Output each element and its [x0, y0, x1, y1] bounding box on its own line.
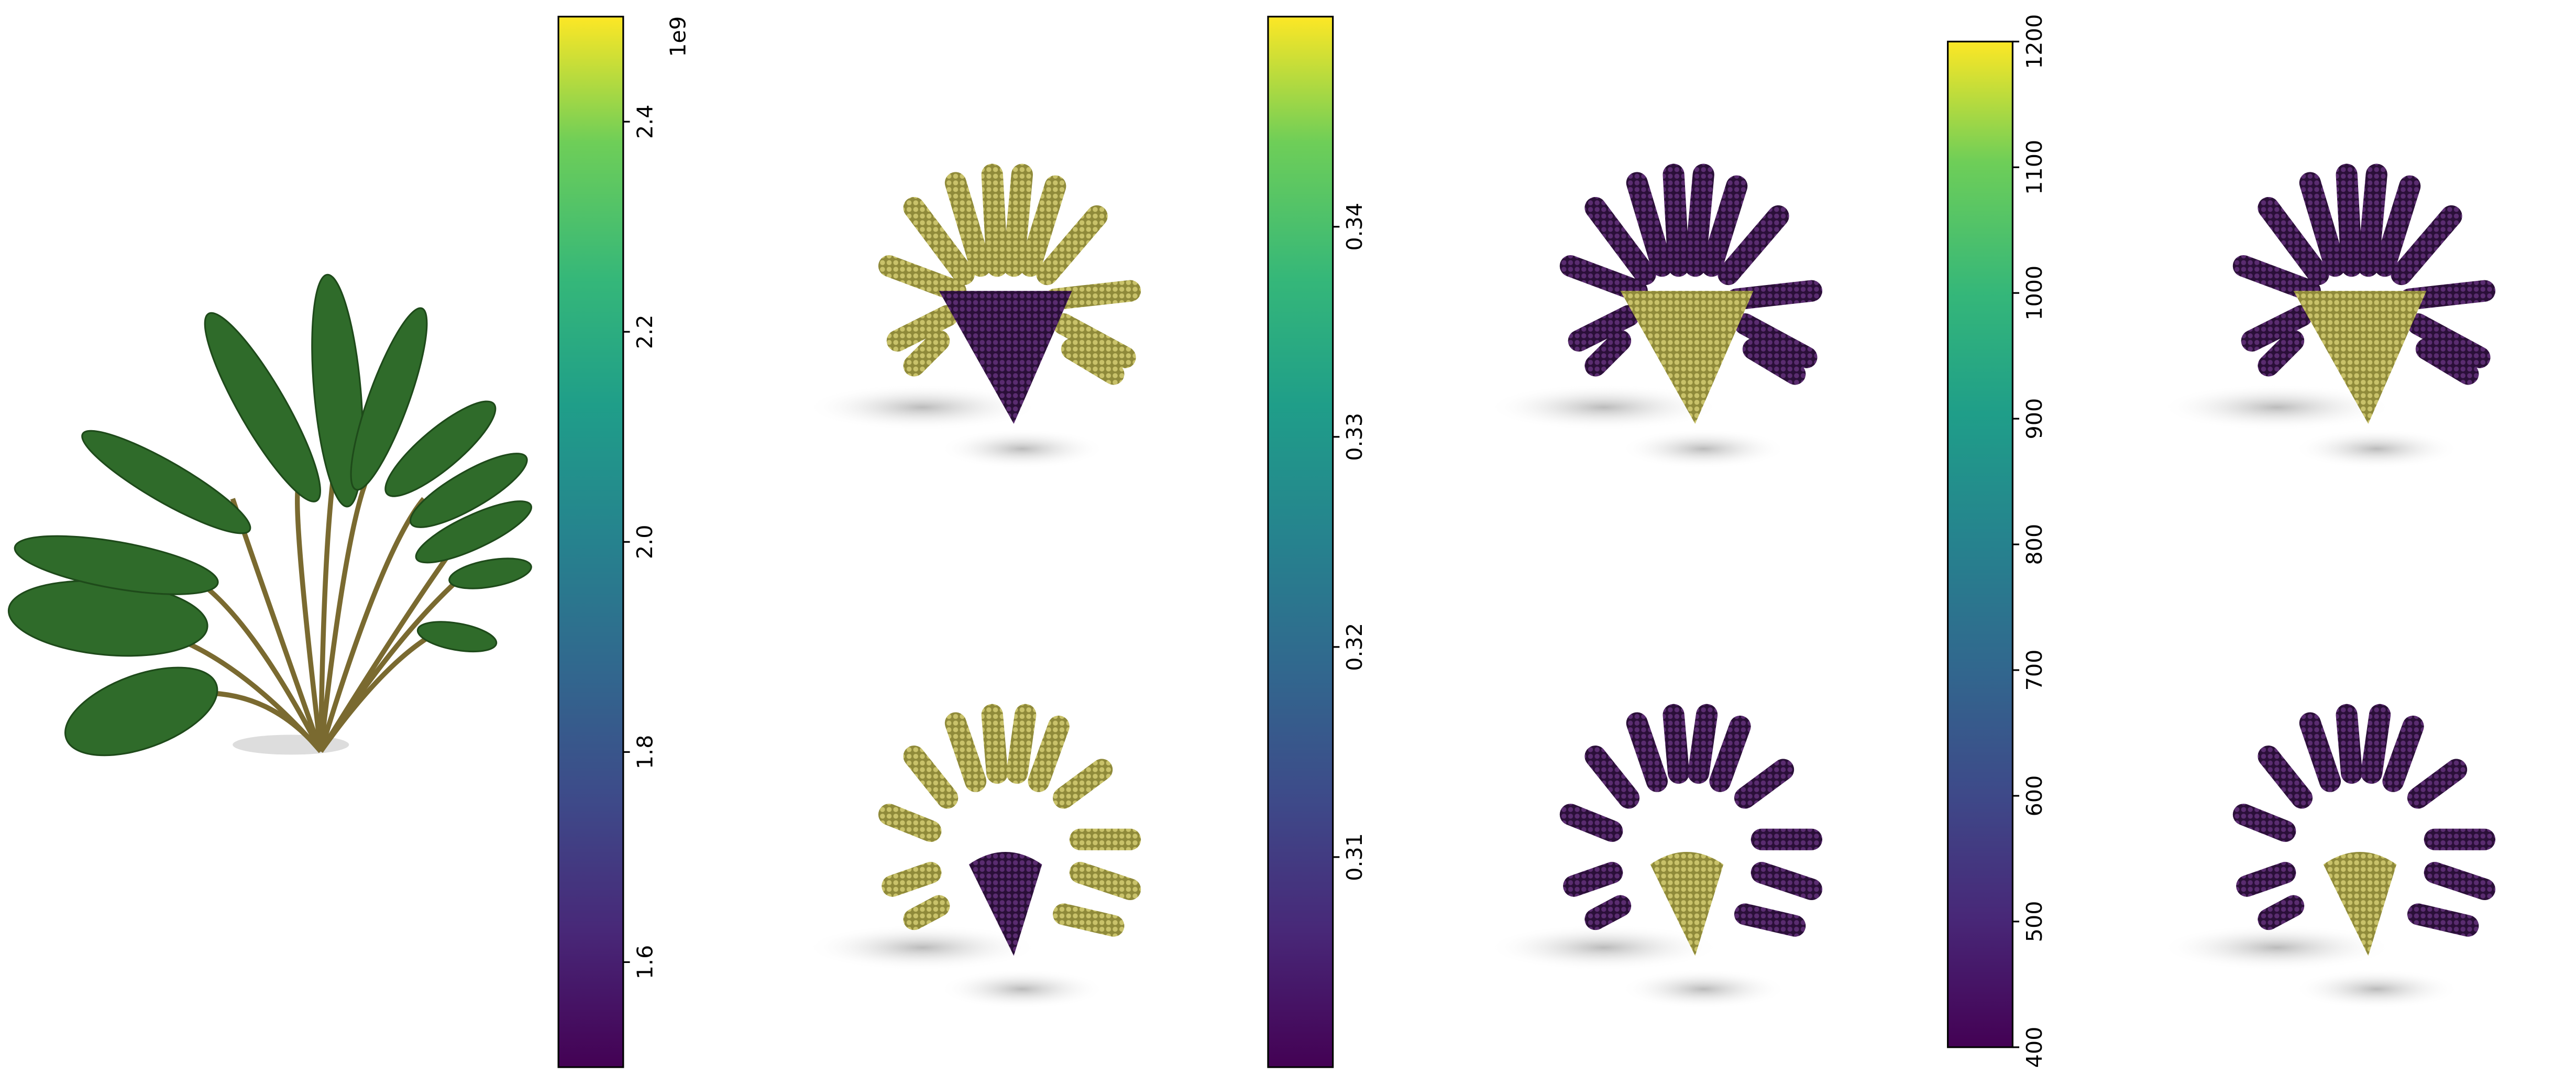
tick-label: 0.32 — [1342, 623, 1367, 671]
tick-label: 1100 — [2022, 140, 2047, 195]
colorbar — [557, 16, 624, 1068]
tick-label: 1.6 — [632, 945, 657, 980]
tick-label: 700 — [2022, 650, 2047, 691]
colorbar — [1267, 16, 1334, 1068]
tick-label: 2.0 — [632, 525, 657, 560]
tick-label: 900 — [2022, 398, 2047, 440]
tick-label: 0.34 — [1342, 203, 1367, 251]
offset-label: 1e9 — [666, 16, 691, 57]
tick-label: 600 — [2022, 775, 2047, 817]
voxel-renderings — [806, 174, 2485, 1009]
plant-photo — [7, 273, 532, 757]
tick-label: 500 — [2022, 901, 2047, 943]
tick-label: 1000 — [2022, 266, 2047, 321]
tick-label: 2.2 — [632, 314, 657, 349]
colorbar — [1947, 40, 2013, 1048]
tick-label: 400 — [2022, 1026, 2047, 1068]
tick-label: 0.33 — [1342, 413, 1367, 461]
tick-label: 1200 — [2022, 14, 2047, 69]
tick-label: 0.31 — [1342, 833, 1367, 881]
tick-label: 1.8 — [632, 735, 657, 770]
tick-label: 800 — [2022, 524, 2047, 565]
tick-label: 2.4 — [632, 104, 657, 139]
